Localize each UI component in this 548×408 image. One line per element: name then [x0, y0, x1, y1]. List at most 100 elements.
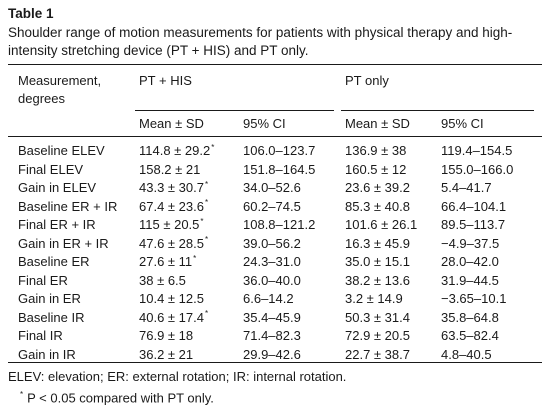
pt-only-ci: 66.4–104.1 — [441, 198, 507, 214]
measurement-label: Baseline ER + IR — [18, 198, 118, 214]
pt-his-ci: 60.2–74.5 — [243, 198, 301, 214]
measurement-label: Gain in ER + IR — [18, 235, 109, 251]
pt-his-mean-sd: 115 ± 20.5* — [139, 215, 204, 234]
pt-only-mean-sd: 136.9 ± 38 — [345, 143, 407, 158]
pt-his-ci: 34.0–52.6 — [243, 180, 301, 195]
pt-his-ci: 151.8–164.5 — [243, 161, 316, 177]
table-row: Final IR 76.9 ± 18 71.4–82.3 72.9 ± 20.5 63.… — [0, 326, 548, 345]
table-row: Baseline ER 27.6 ± 11* 24.3–31.0 35.0 ± 15.… — [0, 252, 548, 271]
pt-only-ci: 63.5–82.4 — [441, 328, 499, 343]
measurement-label: Baseline ELEV — [18, 143, 105, 158]
pt-only-ci: 28.0–42.0 — [441, 254, 499, 269]
group-rule-pt-his — [135, 110, 334, 111]
significance-marker: * — [204, 309, 209, 319]
pt-his-mean-sd: 114.8 ± 29.2* — [139, 141, 214, 160]
pt-his-ci: 71.4–82.3 — [243, 328, 301, 343]
significance-marker: * — [211, 142, 215, 152]
significance-marker: * — [200, 216, 204, 226]
pt-his-ci: 6.6–14.2 — [243, 291, 294, 306]
pt-only-ci: −4.9–37.5 — [441, 235, 500, 251]
pt-only-mean-sd: 38.2 ± 13.6 — [345, 272, 410, 288]
table-label: Table 1 — [8, 6, 54, 21]
pt-his-mean-sd: 47.6 ± 28.5* — [139, 234, 208, 253]
header-rule — [8, 136, 542, 137]
pt-only-mean-sd: 16.3 ± 45.9 — [345, 235, 410, 251]
significance-marker: * — [193, 253, 197, 263]
table-row: Baseline ELEV 114.8 ± 29.2* 106.0–123.7 136… — [0, 141, 548, 160]
pt-only-mean-sd: 23.6 ± 39.2 — [345, 180, 410, 195]
pt-only-ci: 4.8–40.5 — [441, 346, 492, 362]
table-row: Final ER 38 ± 6.5 36.0–40.0 38.2 ± 13.6 31.9… — [0, 271, 548, 290]
footnote-abbreviations: ELEV: elevation; ER: external rotation; … — [8, 369, 347, 384]
header-mean-sd-1: Mean ± SD — [139, 116, 204, 131]
pt-his-mean-sd: 76.9 ± 18 — [139, 326, 194, 345]
pt-his-mean-sd-value: 43.3 ± 30.7 — [139, 180, 204, 195]
pt-only-ci: −3.65–10.1 — [441, 291, 507, 306]
measurement-label: Baseline IR — [18, 309, 85, 325]
table-row: Gain in ER + IR 47.6 ± 28.5* 39.0–56.2 16.3… — [0, 234, 548, 253]
pt-his-mean-sd: 158.2 ± 21 — [139, 160, 201, 179]
table-row: Gain in ER 10.4 ± 12.5 6.6–14.2 3.2 ± 14.9 −… — [0, 289, 548, 308]
pt-his-ci: 106.0–123.7 — [243, 143, 316, 158]
pt-only-mean-sd: 22.7 ± 38.7 — [345, 346, 410, 362]
pt-only-ci: 31.9–44.5 — [441, 272, 499, 288]
table-row: Final ELEV 158.2 ± 21 151.8–164.5 160.5 ± 1… — [0, 160, 548, 179]
header-ci-1: 95% CI — [243, 116, 286, 131]
table-row: Baseline ER + IR 67.4 ± 23.6* 60.2–74.5 85.… — [0, 197, 548, 216]
significance-marker: * — [204, 179, 209, 189]
pt-his-mean-sd-value: 76.9 ± 18 — [139, 328, 194, 343]
pt-his-mean-sd-value: 36.2 ± 21 — [139, 346, 194, 362]
table-row: Gain in IR 36.2 ± 21 29.9–42.6 22.7 ± 38.7 4… — [0, 345, 548, 364]
table-caption: Shoulder range of motion measurements fo… — [8, 25, 513, 58]
pt-his-mean-sd-value: 27.6 ± 11 — [139, 254, 193, 269]
pt-his-mean-sd: 36.2 ± 21 — [139, 345, 194, 364]
significance-marker: * — [204, 235, 209, 245]
pt-his-mean-sd-value: 10.4 ± 12.5 — [139, 291, 204, 306]
pt-his-mean-sd: 10.4 ± 12.5 — [139, 289, 205, 308]
top-rule — [8, 64, 542, 66]
pt-his-ci: 36.0–40.0 — [243, 272, 301, 288]
measurement-label: Final ELEV — [18, 161, 84, 177]
pt-only-ci: 35.8–64.8 — [441, 309, 499, 325]
pt-only-mean-sd: 35.0 ± 15.1 — [345, 254, 410, 269]
measurement-label: Final IR — [18, 328, 63, 343]
pt-only-ci: 5.4–41.7 — [441, 180, 492, 195]
pt-his-mean-sd: 38 ± 6.5 — [139, 271, 187, 290]
pt-his-mean-sd-value: 67.4 ± 23.6 — [139, 198, 204, 214]
pt-only-mean-sd: 160.5 ± 12 — [345, 161, 407, 177]
pt-his-ci: 108.8–121.2 — [243, 217, 316, 232]
measurement-label: Gain in ER — [18, 291, 81, 306]
pt-his-mean-sd: 67.4 ± 23.6* — [139, 197, 208, 216]
pt-only-mean-sd: 85.3 ± 40.8 — [345, 198, 410, 214]
pt-his-mean-sd: 43.3 ± 30.7* — [139, 178, 208, 197]
measurement-label: Gain in ELEV — [18, 180, 97, 195]
significance-marker: * — [204, 198, 209, 208]
footnote-star: * — [20, 390, 24, 399]
pt-his-mean-sd: 40.6 ± 17.4* — [139, 308, 208, 327]
pt-his-ci: 24.3–31.0 — [243, 254, 301, 269]
table-row: Gain in ELEV 43.3 ± 30.7* 34.0–52.6 23.6 ± … — [0, 178, 548, 197]
measurement-label: Gain in IR — [18, 346, 76, 362]
measurement-label: Final ER — [18, 272, 68, 288]
header-group-pt-his: PT + HIS — [139, 73, 192, 88]
pt-his-ci: 29.9–42.6 — [243, 346, 301, 362]
table-row: Final ER + IR 115 ± 20.5* 108.8–121.2 101.6… — [0, 215, 548, 234]
bottom-rule — [8, 362, 542, 364]
table-row: Baseline IR 40.6 ± 17.4* 35.4–45.9 50.3 ± 3… — [0, 308, 548, 327]
pt-his-mean-sd-value: 38 ± 6.5 — [139, 272, 186, 288]
measurement-label: Baseline ER — [18, 254, 90, 269]
pt-only-mean-sd: 50.3 ± 31.4 — [345, 309, 410, 325]
pt-his-mean-sd: 27.6 ± 11* — [139, 252, 196, 271]
pt-his-mean-sd-value: 115 ± 20.5 — [139, 217, 200, 232]
group-rule-pt-only — [341, 110, 534, 111]
measurement-label: Final ER + IR — [18, 217, 96, 232]
pt-only-mean-sd: 101.6 ± 26.1 — [345, 217, 418, 232]
pt-his-mean-sd-value: 47.6 ± 28.5 — [139, 235, 204, 251]
pt-only-ci: 89.5–113.7 — [441, 217, 506, 232]
pt-his-ci: 39.0–56.2 — [243, 235, 301, 251]
pt-only-mean-sd: 3.2 ± 14.9 — [345, 291, 403, 306]
pt-his-mean-sd-value: 158.2 ± 21 — [139, 161, 201, 177]
pt-his-mean-sd-value: 114.8 ± 29.2 — [139, 143, 211, 158]
pt-only-ci: 155.0–166.0 — [441, 161, 514, 177]
